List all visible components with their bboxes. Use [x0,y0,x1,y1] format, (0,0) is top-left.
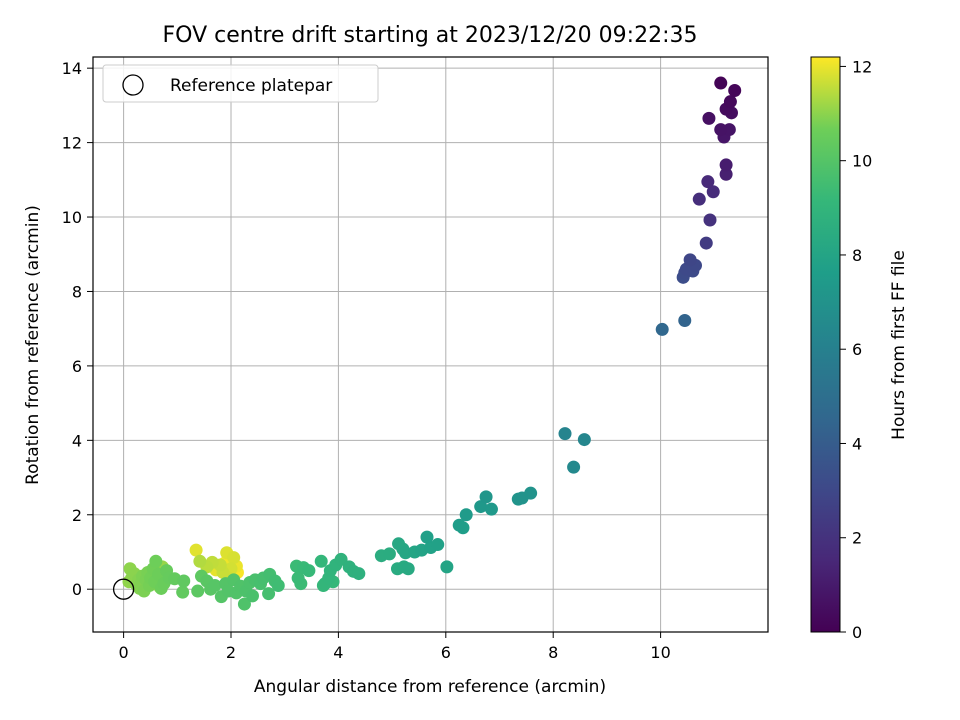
data-point [524,486,538,500]
colorbar-tick-label: 6 [852,340,862,359]
data-point [452,518,466,532]
data-point [208,578,222,592]
data-point [474,500,488,514]
data-point [459,508,473,522]
data-point [484,502,498,516]
x-tick-label: 2 [226,643,236,662]
colorbar-tick-label: 2 [852,529,862,548]
data-point [291,571,305,585]
data-point [692,192,706,206]
colorbar-tick-label: 4 [852,434,862,453]
data-point [706,185,720,199]
data-point [577,433,591,447]
y-tick-label: 10 [62,208,82,227]
y-tick-label: 6 [72,357,82,376]
data-point [728,83,742,97]
colorbar-label: Hours from first FF file [889,250,909,440]
data-point [189,543,203,557]
data-point [193,554,207,568]
data-point [392,537,406,551]
data-point [176,585,190,599]
y-tick-label: 14 [62,59,82,78]
data-point [479,490,493,504]
data-point [703,213,717,227]
x-tick-label: 8 [548,643,558,662]
data-point [401,562,415,576]
data-points [122,76,742,611]
plot-area-frame [92,56,769,633]
x-tick-label: 0 [119,643,129,662]
y-tick-label: 4 [72,431,82,450]
x-axis-ticks: 0 2 4 6 8 10 [119,632,671,662]
data-point [431,538,445,552]
legend-box [102,64,379,103]
y-tick-label: 0 [72,580,82,599]
y-axis-ticks: 0 2 4 6 8 10 12 14 [62,59,93,599]
x-axis-label: Angular distance from reference (arcmin) [254,677,606,697]
data-point [702,111,716,125]
chart-title: FOV centre drift starting at 2023/12/20 … [163,23,698,48]
colorbar-tick-label: 10 [852,152,872,171]
y-tick-label: 2 [72,506,82,525]
reference-marker [112,578,135,600]
x-tick-label: 6 [441,643,451,662]
data-point [420,530,434,544]
data-point [302,564,316,578]
y-axis-label: Rotation from reference (arcmin) [23,205,43,485]
data-point [382,547,396,561]
colorbar-gradient [810,56,841,633]
data-point [227,551,241,565]
data-point [271,578,285,592]
data-point [191,584,205,598]
data-point [314,554,328,568]
data-point [440,560,454,574]
x-tick-label: 10 [650,643,670,662]
data-point [237,597,251,611]
y-tick-label: 12 [62,134,82,153]
x-tick-label: 4 [333,643,343,662]
data-point [719,167,733,181]
data-point [714,123,728,137]
data-point [177,574,191,588]
data-point [683,253,697,267]
colorbar: 0 2 4 6 8 10 12 Hours from first FF file [810,56,909,642]
legend: Reference platepar [102,64,379,103]
data-point [245,589,259,603]
data-point [567,460,581,474]
legend-marker-reference [122,74,144,96]
data-point [678,313,692,327]
data-point [699,236,713,250]
data-point [701,175,715,189]
grid-lines [93,57,768,632]
data-point [655,322,669,336]
data-point [262,587,276,601]
data-point [719,158,733,172]
data-point [352,567,366,581]
colorbar-tick-label: 0 [852,623,862,642]
data-point [723,95,737,109]
colorbar-tick-label: 8 [852,246,862,265]
y-tick-label: 8 [72,282,82,301]
colorbar-tick-label: 12 [852,57,872,76]
data-point [714,76,728,90]
colorbar-ticks: 0 2 4 6 8 10 12 [840,57,872,642]
legend-entry-reference: Reference platepar [170,76,332,96]
data-point [149,554,163,568]
data-point [558,427,572,441]
